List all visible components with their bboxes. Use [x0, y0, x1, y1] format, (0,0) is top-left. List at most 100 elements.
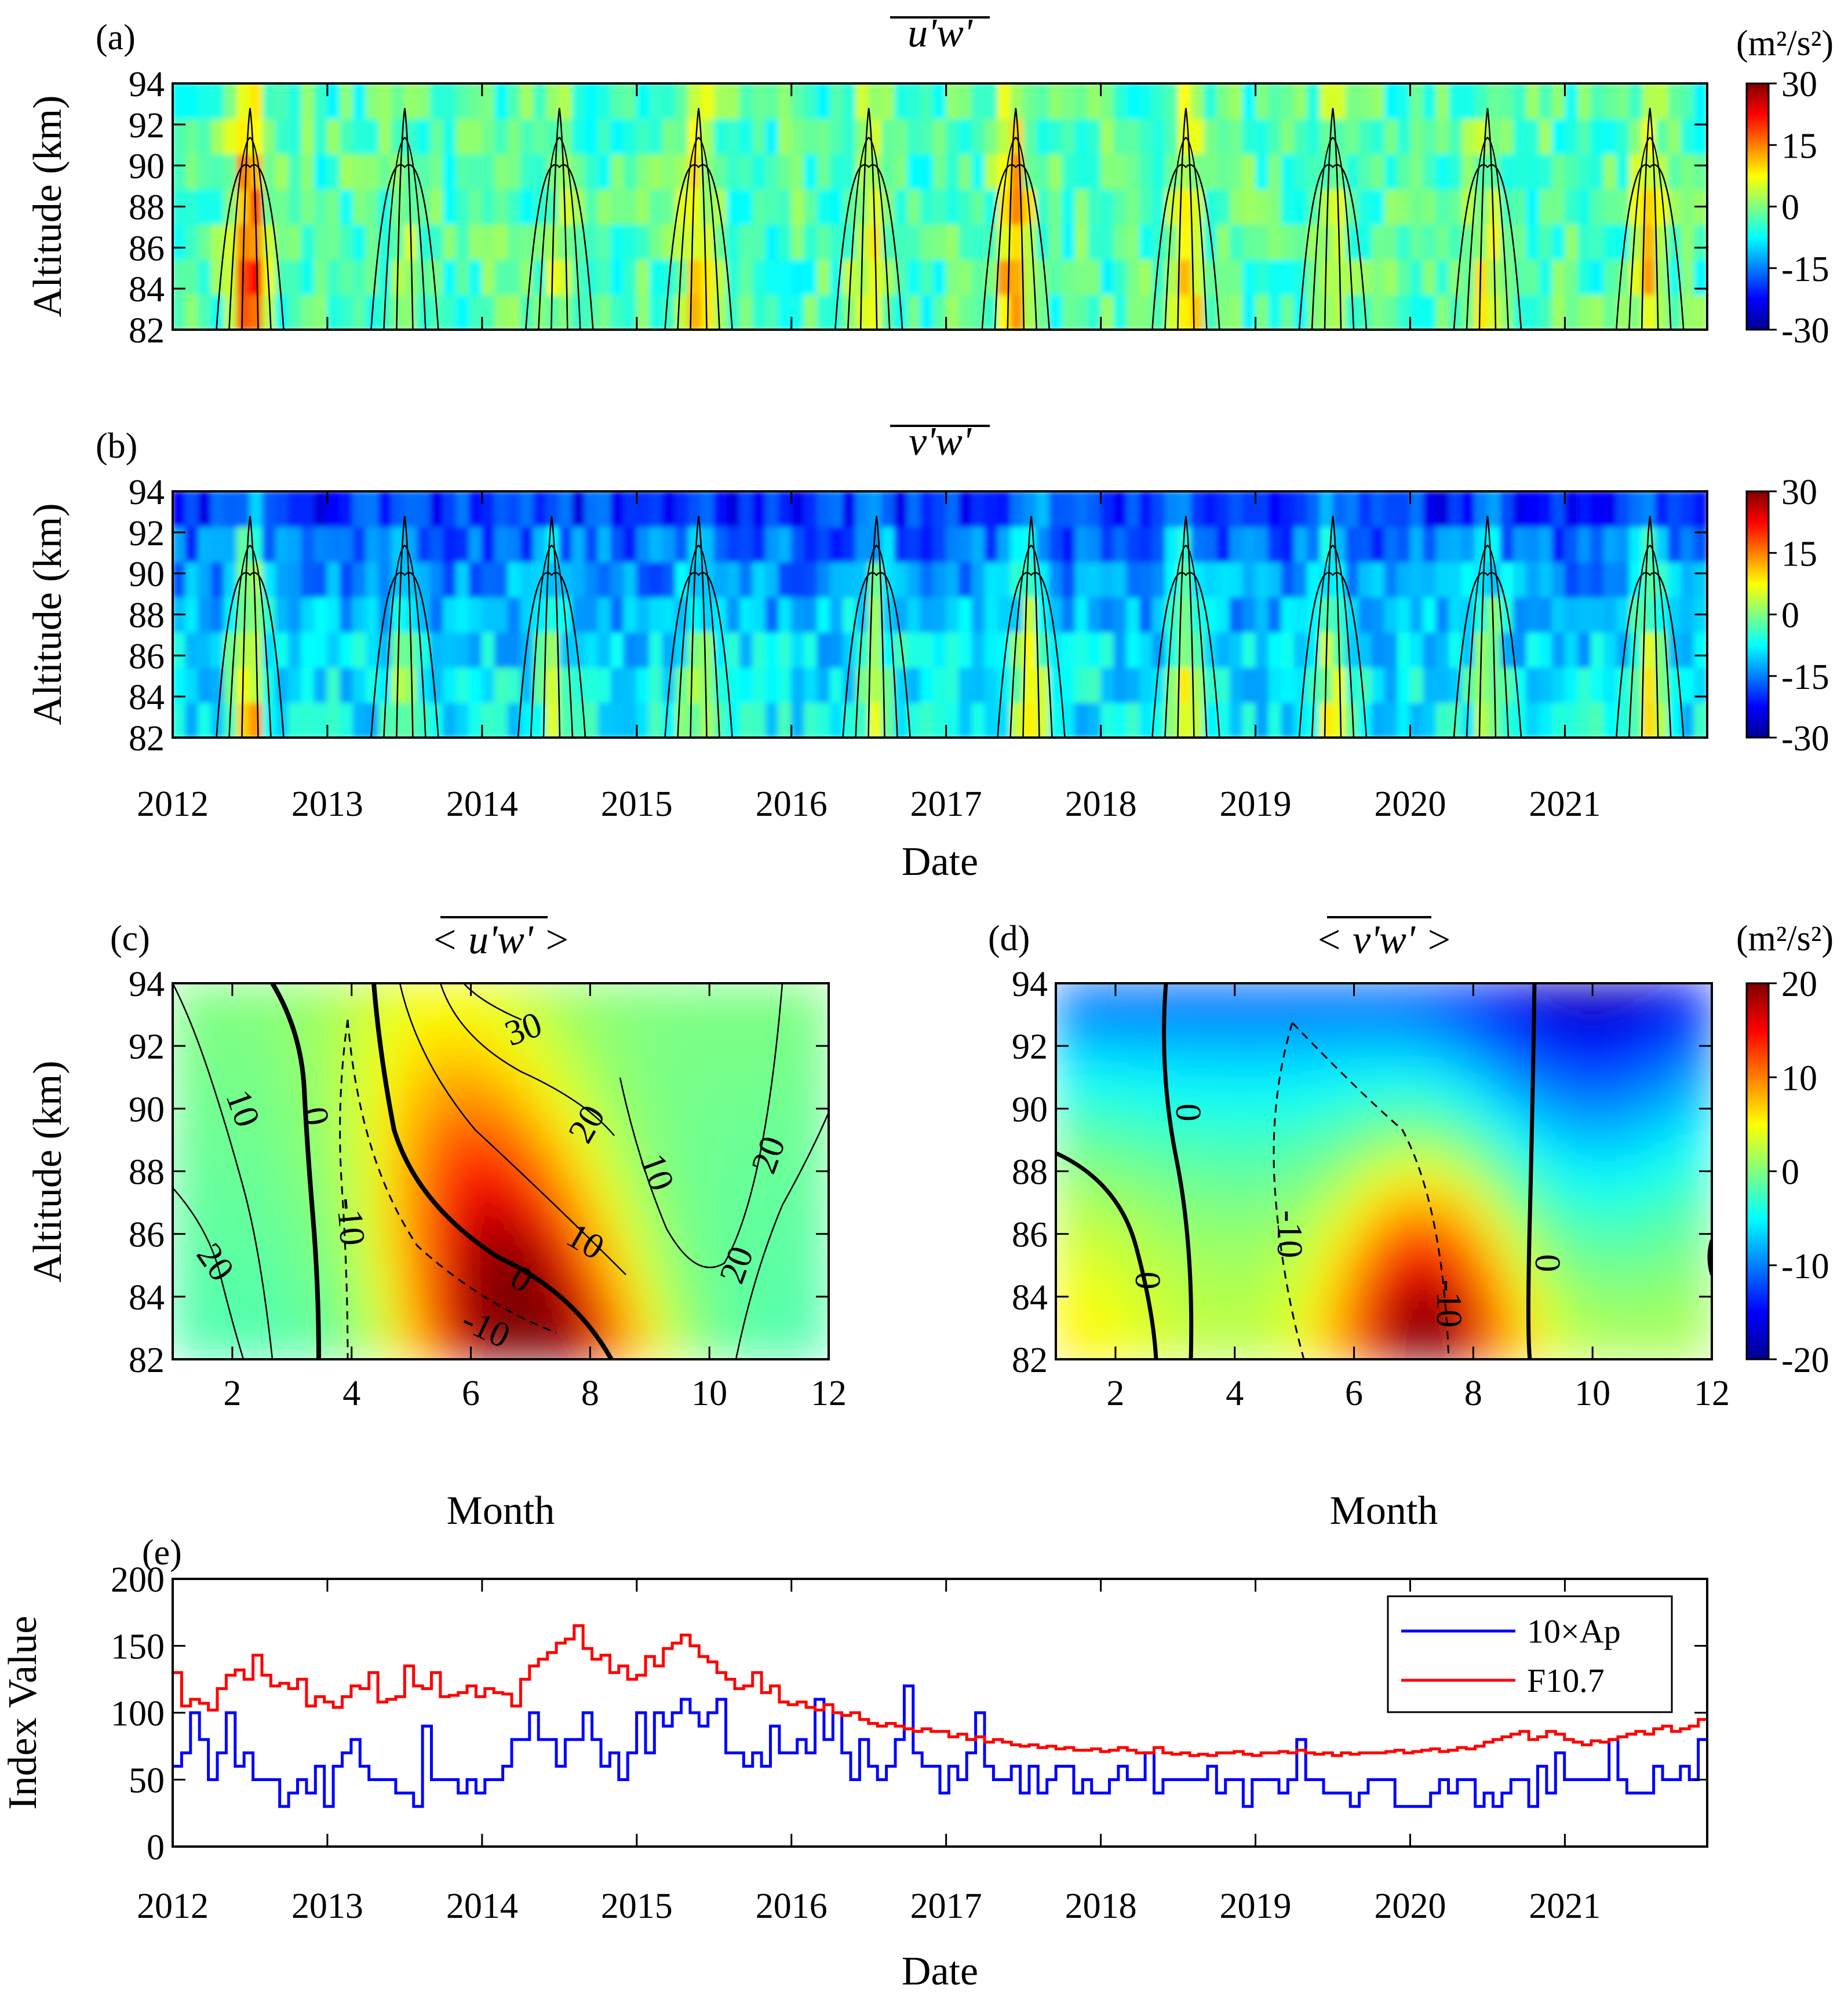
- heatmap-cell: [1085, 1217, 1102, 1235]
- heatmap-cell: [1636, 1045, 1653, 1063]
- heatmap-cell: [185, 561, 199, 598]
- heatmap-cell: [1652, 1296, 1668, 1313]
- heatmap-cell: [410, 1077, 427, 1094]
- heatmap-cell: [533, 526, 548, 563]
- heatmap-cell: [1696, 1155, 1712, 1172]
- heatmap-cell: [1383, 1170, 1399, 1188]
- heatmap-cell: [574, 1280, 591, 1297]
- heatmap-cell: [455, 1327, 472, 1344]
- heatmap-cell: [470, 998, 487, 1016]
- heatmap-cell: [1502, 1170, 1519, 1188]
- heatmap-cell: [1681, 561, 1695, 598]
- heatmap-cell: [894, 223, 909, 260]
- heatmap-cell: [470, 1327, 487, 1344]
- heatmap-cell: [1500, 666, 1515, 703]
- heatmap-cell: [1397, 118, 1412, 155]
- heatmap-cell: [291, 1264, 308, 1282]
- heatmap-cell: [327, 561, 341, 598]
- heatmap-cell: [798, 1108, 815, 1125]
- y-tick-label: 88: [129, 188, 165, 228]
- heatmap-cell: [1428, 1311, 1444, 1329]
- heatmap-cell: [694, 1014, 710, 1031]
- heatmap-cell: [1368, 1311, 1384, 1329]
- heatmap-cell: [778, 596, 793, 633]
- heatmap-cell: [1264, 1045, 1280, 1063]
- heatmap-cell: [1049, 491, 1063, 527]
- heatmap-cell: [430, 561, 444, 598]
- heatmap-cell: [1502, 1342, 1519, 1359]
- heatmap-cell: [500, 1264, 516, 1282]
- heatmap-cell: [1442, 1311, 1459, 1329]
- heatmap-cell: [619, 1092, 636, 1110]
- heatmap-cell: [217, 1233, 233, 1250]
- heatmap-cell: [649, 188, 664, 225]
- heatmap-cell: [1577, 1045, 1594, 1063]
- heatmap-cell: [1681, 1264, 1698, 1282]
- heatmap-cell: [1160, 998, 1176, 1016]
- heatmap-cell: [1264, 1014, 1280, 1031]
- heatmap-cell: [1229, 596, 1244, 633]
- heatmap-cell: [1642, 702, 1656, 738]
- heatmap-cell: [352, 258, 367, 295]
- colorbar-tick-label: 10: [1781, 1059, 1817, 1098]
- heatmap-cell: [352, 702, 367, 738]
- heatmap-cell: [1539, 153, 1553, 190]
- heatmap-cell: [276, 1030, 293, 1047]
- heatmap-cell: [559, 1108, 576, 1125]
- heatmap-cell: [813, 983, 829, 1000]
- heatmap-cell: [1539, 666, 1553, 703]
- heatmap-cell: [1423, 118, 1437, 155]
- panel-a-ylabel: Altitude (km): [25, 96, 70, 318]
- heatmap-cell: [440, 1014, 457, 1031]
- heatmap-cell: [1577, 258, 1592, 295]
- heatmap-cell: [1056, 1045, 1071, 1063]
- heatmap-cell: [753, 1342, 770, 1359]
- heatmap-cell: [1113, 631, 1128, 668]
- heatmap-cell: [1606, 1327, 1623, 1344]
- heatmap-cell: [1517, 1311, 1534, 1329]
- heatmap-cell: [1249, 1342, 1266, 1359]
- heatmap-cell: [246, 1327, 263, 1344]
- heatmap-cell: [738, 998, 755, 1016]
- heatmap-cell: [443, 294, 457, 330]
- heatmap-cell: [1255, 153, 1270, 190]
- heatmap-cell: [1693, 631, 1707, 668]
- heatmap-cell: [1668, 491, 1682, 527]
- heatmap-cell: [1049, 188, 1063, 225]
- heatmap-cell: [1551, 294, 1566, 330]
- x-tick-label: 2: [1106, 1374, 1124, 1413]
- heatmap-cell: [1234, 1108, 1251, 1125]
- heatmap-cell: [1636, 1186, 1653, 1203]
- heatmap-cell: [1281, 526, 1295, 563]
- heatmap-cell: [1502, 1014, 1519, 1031]
- heatmap-cell: [1338, 983, 1355, 1000]
- heatmap-cell: [664, 1327, 680, 1344]
- heatmap-cell: [1488, 1014, 1504, 1031]
- heatmap-cell: [365, 526, 380, 563]
- heatmap-cell: [236, 294, 251, 330]
- heatmap-cell: [381, 1249, 397, 1266]
- heatmap-cell: [485, 1327, 501, 1344]
- heatmap-cell: [1384, 526, 1398, 563]
- heatmap-cell: [365, 118, 380, 155]
- heatmap-cell: [1371, 596, 1386, 633]
- heatmap-cell: [1413, 1061, 1430, 1078]
- heatmap-cell: [1100, 1045, 1116, 1063]
- heatmap-cell: [395, 1170, 412, 1188]
- heatmap-cell: [1636, 1217, 1653, 1235]
- heatmap-cell: [530, 1139, 546, 1156]
- heatmap-cell: [623, 188, 638, 225]
- heatmap-cell: [664, 1030, 680, 1047]
- heatmap-cell: [649, 1092, 665, 1110]
- heatmap-cell: [187, 1092, 203, 1110]
- heatmap-cell: [1606, 1045, 1623, 1063]
- heatmap-cell: [1384, 596, 1398, 633]
- heatmap-cell: [249, 294, 264, 330]
- heatmap-cell: [1338, 1233, 1355, 1250]
- heatmap-cell: [1413, 1014, 1430, 1031]
- heatmap-cell: [395, 1061, 412, 1078]
- heatmap-cell: [1693, 83, 1707, 119]
- heatmap-cell: [1696, 1280, 1712, 1297]
- heatmap-cell: [709, 1249, 725, 1266]
